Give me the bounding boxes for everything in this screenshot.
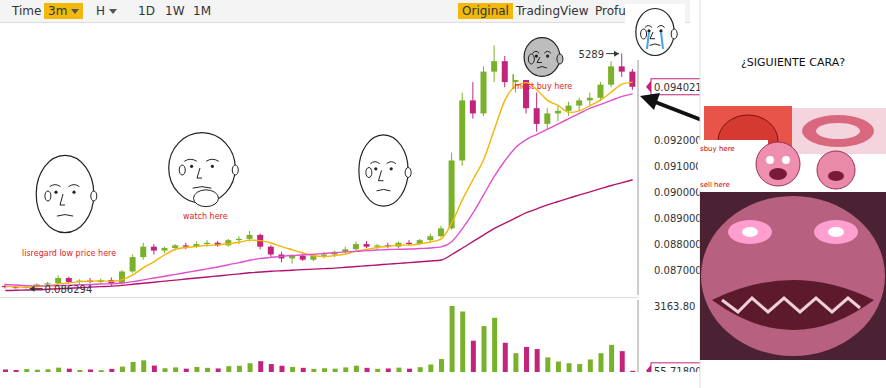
html-text:TradingView: TradingView [516,4,589,18]
svg-text:55.71800: 55.71800 [654,366,700,372]
svg-text:sell here: sell here [700,181,730,189]
svg-text:sbuy here: sbuy here [700,145,735,153]
html-text:Original: Original [462,4,509,18]
html-text:Time: Time [12,4,42,18]
svg-text:0.086294: 0.086294 [45,284,93,295]
svg-text:0.094021: 0.094021 [654,82,700,93]
svg-text:3163.80: 3163.80 [654,301,695,312]
svg-text:0.092000: 0.092000 [654,135,700,146]
svg-text:0.091000: 0.091000 [654,161,700,172]
svg-text:lisregard low price here: lisregard low price here [22,249,116,258]
svg-text:0.088000: 0.088000 [654,239,700,250]
html-text:1M: 1M [193,4,211,18]
html-text:Profun: Profun [595,4,634,18]
html-text:1W: 1W [165,4,185,18]
svg-text:watch here: watch here [183,212,228,221]
svg-text:0.087000: 0.087000 [654,265,700,276]
html-text:H: H [96,4,105,18]
svg-text:0.090000: 0.090000 [654,187,700,198]
svg-text:lmost buy here: lmost buy here [512,82,572,91]
html-text:3m: 3m [48,4,68,18]
svg-text:0.089000: 0.089000 [654,213,700,224]
svg-text:¿SIGUIENTE CARA?: ¿SIGUIENTE CARA? [741,56,845,69]
svg-text:5289: 5289 [579,49,604,60]
html-text:1D: 1D [138,4,155,18]
